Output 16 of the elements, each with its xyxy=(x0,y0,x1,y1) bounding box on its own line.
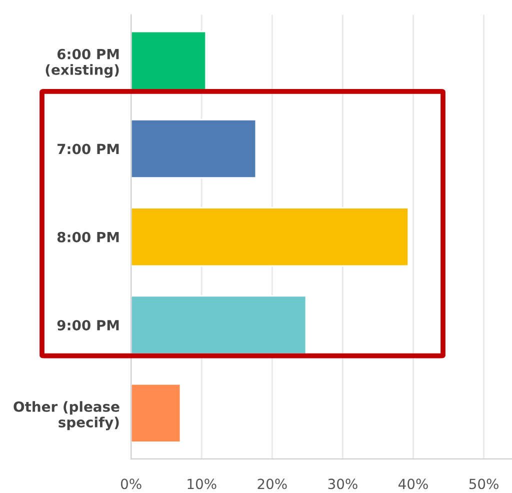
x-tick-label: 30% xyxy=(328,478,358,490)
bar xyxy=(131,207,409,267)
bar xyxy=(131,118,257,179)
bar xyxy=(131,30,207,90)
y-tick-label: Other (please specify) xyxy=(14,401,120,430)
x-tick-label: 0% xyxy=(120,478,142,490)
x-tick-label: 20% xyxy=(258,478,287,490)
y-tick-label: 6:00 PM (existing) xyxy=(46,48,119,78)
y-tick-label: 8:00 PM xyxy=(57,232,119,242)
bar xyxy=(131,383,182,443)
x-tick-label: 50% xyxy=(469,478,498,490)
y-tick-label: 7:00 PM xyxy=(58,144,119,154)
x-tick-label: 40% xyxy=(398,478,428,490)
x-tick-label: 10% xyxy=(188,478,216,490)
y-tick-label: 9:00 PM xyxy=(57,320,119,330)
bar xyxy=(131,295,307,355)
